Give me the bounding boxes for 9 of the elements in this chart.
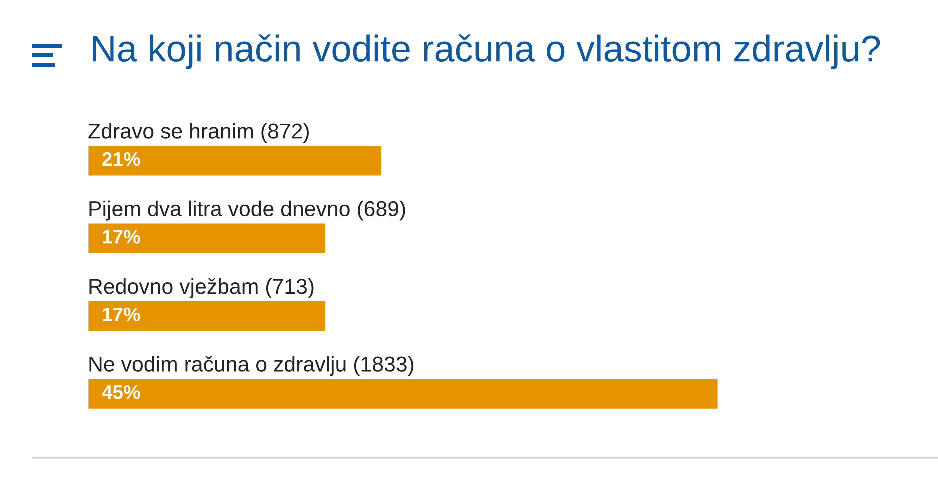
y-tick-label: Zdravo se hranim (872) <box>88 123 309 144</box>
chart-title: Na koji način vodite računa o vlastitom zdravlju? <box>93 34 880 70</box>
data-label: 45% <box>102 386 140 400</box>
y-tick-label: Pijem dva litra vode dnevno (689) <box>90 200 406 221</box>
data-label: 21% <box>102 152 140 166</box>
data-label: 17% <box>103 308 140 322</box>
y-tick-label: Redovno vježbam (713) <box>90 278 314 298</box>
data-label: 17% <box>103 230 140 244</box>
y-tick-label: Ne vodim računa o zdravlju (1833) <box>90 356 414 376</box>
